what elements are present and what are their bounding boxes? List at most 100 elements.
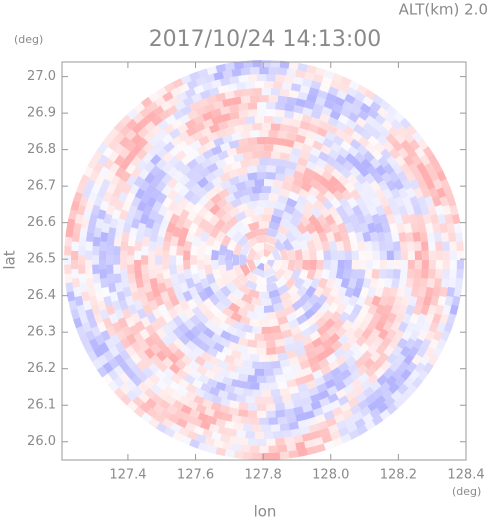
echo-cell [270, 325, 282, 334]
echo-cell [215, 92, 226, 102]
echo-cell [178, 196, 190, 209]
echo-cell [130, 144, 142, 156]
echo-cell [337, 147, 350, 159]
echo-cell [136, 371, 149, 383]
echo-cell [148, 362, 160, 375]
echo-cell [309, 362, 322, 373]
echo-cell [434, 304, 445, 316]
echo-cell [419, 154, 431, 166]
echo-cell [169, 295, 180, 307]
echo-cell [129, 183, 140, 196]
echo-cell [234, 298, 247, 309]
echo-cell [252, 389, 262, 397]
echo-cell [246, 200, 258, 210]
echo-cell [408, 213, 418, 225]
echo-cell [295, 163, 307, 174]
echo-cell [78, 236, 87, 247]
echo-cell [104, 338, 115, 350]
echo-cell [233, 153, 244, 163]
echo-cell [279, 423, 290, 432]
echo-cell [312, 73, 324, 84]
echo-cell [245, 81, 255, 89]
echo-cell [192, 378, 204, 390]
echo-cell [381, 222, 391, 234]
echo-cell [428, 338, 439, 350]
echo-cell [353, 385, 365, 397]
echo-cell [386, 250, 394, 260]
echo-cell [228, 206, 241, 218]
echo-cell [145, 110, 157, 123]
echo-cell [400, 368, 412, 381]
echo-cell [155, 339, 167, 351]
echo-cell [108, 150, 120, 163]
echo-cell [219, 106, 231, 116]
echo-cell [64, 236, 73, 247]
echo-cell [214, 289, 226, 302]
echo-cell [126, 400, 139, 412]
echo-cell [172, 170, 185, 182]
echo-cell [303, 200, 316, 212]
echo-cell [324, 130, 336, 142]
subtitle: ALT(km) 2.0 [399, 1, 488, 19]
echo-cell [85, 269, 93, 279]
echo-cell [340, 341, 352, 353]
echo-cell [365, 142, 377, 154]
echo-cell [308, 214, 320, 227]
echo-cell [106, 245, 114, 256]
echo-cell [413, 338, 424, 350]
echo-cell [247, 438, 258, 446]
echo-cell [281, 394, 293, 403]
echo-cell [131, 312, 142, 324]
echo-cell [65, 227, 74, 238]
echo-cell [208, 214, 220, 227]
echo-cell [175, 217, 186, 229]
echo-cell [172, 326, 184, 339]
echo-cell [150, 188, 162, 200]
echo-cell [358, 136, 370, 148]
echo-cell [96, 187, 107, 199]
echo-cell [91, 182, 102, 195]
echo-cell [266, 102, 276, 110]
echo-cell [234, 211, 247, 222]
echo-cell [145, 397, 157, 410]
echo-cell [170, 390, 183, 402]
echo-cell [76, 326, 86, 338]
echo-cell [170, 118, 183, 130]
echo-cell [106, 264, 114, 275]
echo-cell [436, 170, 447, 182]
echo-cell [315, 192, 328, 204]
echo-cell [365, 115, 377, 127]
echo-cell [149, 277, 159, 289]
echo-cell [396, 222, 406, 234]
echo-cell [240, 381, 251, 390]
echo-cell [439, 222, 448, 234]
echo-cell [105, 204, 116, 216]
echo-cell [432, 286, 441, 298]
echo-cell [338, 196, 350, 209]
echo-cell [449, 250, 457, 260]
echo-cell [436, 187, 447, 199]
echo-cell [318, 277, 328, 290]
echo-cell [106, 255, 114, 265]
echo-cell [195, 433, 207, 444]
echo-cell [302, 107, 313, 117]
echo-cell [100, 330, 111, 342]
echo-cell [133, 406, 146, 418]
echo-cell [391, 163, 403, 175]
echo-cell [327, 302, 339, 315]
echo-cell [432, 222, 441, 234]
echo-cell [394, 375, 406, 388]
echo-cell [149, 165, 161, 177]
echo-cell [213, 137, 225, 147]
echo-cell [120, 250, 128, 260]
echo-cell [172, 78, 184, 89]
echo-cell [256, 165, 267, 173]
echo-cell [66, 291, 76, 302]
echo-cell [266, 74, 276, 82]
echo-cell [396, 337, 408, 350]
echo-cell [133, 102, 146, 114]
echo-cell [403, 222, 413, 234]
echo-cell [275, 74, 285, 83]
echo-cell [333, 213, 344, 226]
